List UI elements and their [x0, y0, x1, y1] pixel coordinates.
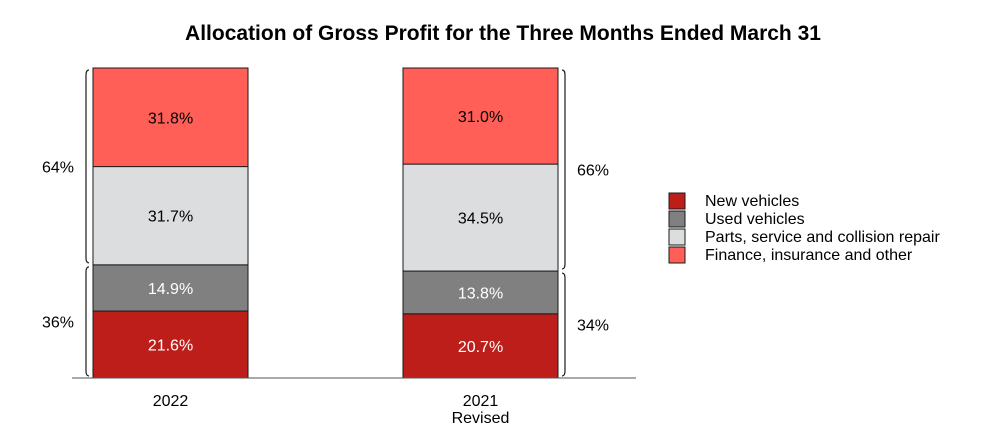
- bar-segment-label-0-2: 31.7%: [148, 209, 193, 226]
- bar-segment-label-1-3: 31.0%: [458, 109, 503, 126]
- group-total-label-1-0: 34%: [577, 318, 609, 335]
- legend-swatch-0: [668, 192, 686, 210]
- bars-layer: 21.6% 14.9% 31.7% 31.8% 20.7% 13.8% 34.5% 31.0%: [92, 67, 559, 379]
- group-bracket-1-0: [561, 272, 566, 377]
- group-total-label-1-1: 66%: [577, 163, 609, 180]
- legend-label-2: Parts, service and collision repair: [705, 229, 940, 246]
- bar-segment-1-1: [402, 270, 559, 315]
- bar-segment-0-0: [92, 310, 249, 379]
- legend-swatch-3: [668, 246, 686, 264]
- category-sublabel-1: Revised: [452, 410, 510, 427]
- legend-label-3: Finance, insurance and other: [705, 247, 913, 264]
- category-label-0: 2022: [153, 393, 189, 410]
- bar-segment-label-1-0: 20.7%: [458, 339, 503, 356]
- group-braces-layer: 36% 64% 34% 66%: [42, 69, 609, 377]
- bar-segment-1-0: [402, 313, 559, 379]
- group-bracket-1-1: [561, 69, 566, 270]
- bar-segment-1-2: [402, 163, 559, 272]
- chart-title: Allocation of Gross Profit for the Three…: [185, 22, 821, 45]
- group-bracket-0-0: [85, 266, 90, 377]
- bar-segment-0-1: [92, 264, 249, 312]
- group-total-label-0-1: 64%: [42, 159, 74, 176]
- legend-swatch-2: [668, 228, 686, 246]
- bar-segment-0-3: [92, 67, 249, 168]
- bar-segment-label-0-1: 14.9%: [148, 281, 193, 298]
- group-total-label-0-0: 36%: [42, 314, 74, 331]
- legend-swatch-1: [668, 210, 686, 228]
- category-label-1: 2021: [463, 393, 499, 410]
- legend-label-1: Used vehicles: [705, 211, 805, 228]
- bar-segment-label-1-1: 13.8%: [458, 285, 503, 302]
- bar-segment-label-0-3: 31.8%: [148, 110, 193, 127]
- group-bracket-0-1: [85, 69, 90, 264]
- bar-segment-label-0-0: 21.6%: [148, 338, 193, 355]
- bar-segment-1-3: [402, 67, 559, 165]
- bar-segment-label-1-2: 34.5%: [458, 211, 503, 228]
- legend-label-0: New vehicles: [705, 193, 799, 210]
